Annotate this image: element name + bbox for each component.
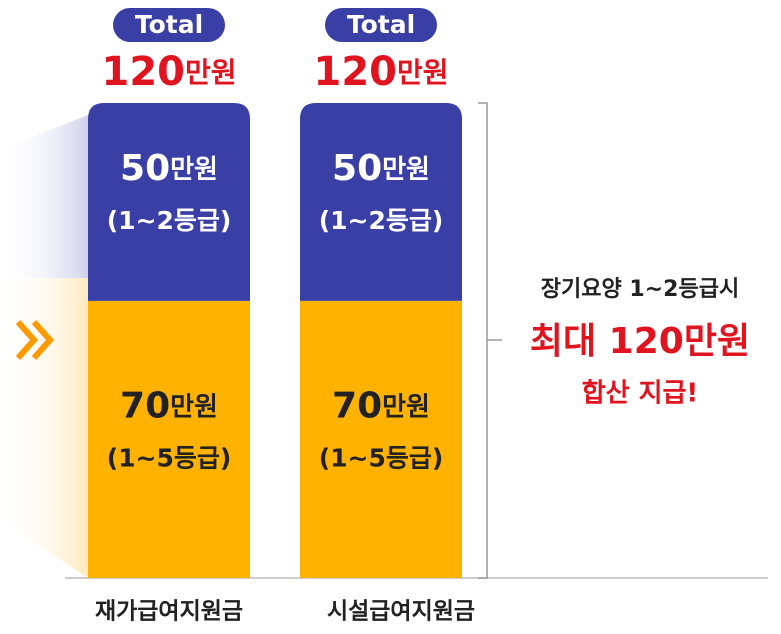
- chevron: [15, 320, 39, 360]
- value-label: 70만원: [120, 385, 218, 426]
- total-label: 120만원: [313, 49, 448, 95]
- value-label: 50만원: [332, 148, 430, 189]
- x-tick-label: 시설급여지원금: [327, 599, 475, 625]
- segment-name: (1~2등급): [319, 206, 444, 235]
- bar-segment: [88, 103, 250, 301]
- total-pill: [113, 8, 225, 42]
- total-title: Total: [347, 10, 415, 39]
- total-label: 120만원: [101, 49, 236, 95]
- bar-segment: [300, 300, 462, 578]
- annotation: 합산 지급!: [582, 379, 699, 409]
- total-pill: [325, 8, 437, 42]
- decor: [0, 115, 88, 278]
- total-title: Total: [135, 10, 203, 39]
- chevron: [31, 320, 55, 360]
- decor: [0, 278, 88, 578]
- bar-segment: [300, 103, 462, 301]
- bracket: [478, 102, 488, 579]
- bar-segment: [88, 300, 250, 578]
- segment-name: (1~2등급): [107, 206, 232, 235]
- x-tick-label: 재가급여지원금: [95, 599, 243, 625]
- segment-name: (1~5등급): [107, 443, 232, 472]
- value-label: 70만원: [332, 385, 430, 426]
- segment-name: (1~5등급): [319, 443, 444, 472]
- annotation: 최대 120만원: [530, 321, 750, 362]
- annotation: 장기요양 1~2등급시: [541, 277, 739, 302]
- value-label: 50만원: [120, 148, 218, 189]
